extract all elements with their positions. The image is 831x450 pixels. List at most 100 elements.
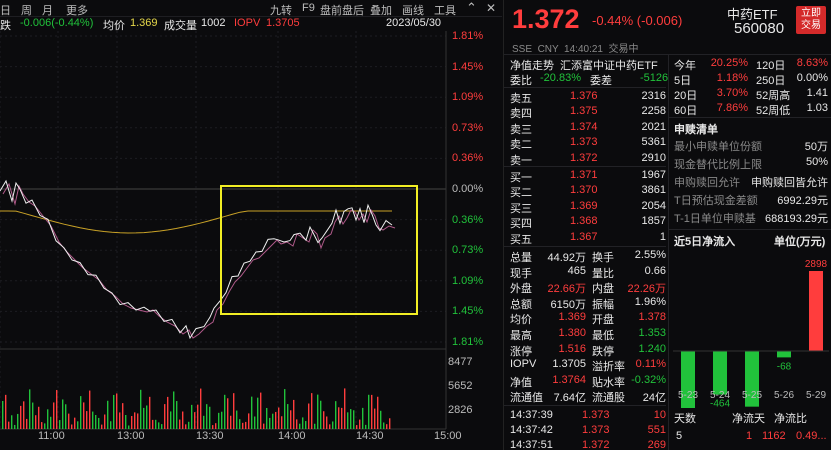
stat-row: 净值 1.3764 贴水率 -0.32% bbox=[510, 373, 666, 389]
security-name: 中药ETF bbox=[727, 7, 778, 22]
volume-bar bbox=[263, 423, 265, 429]
volume-bar bbox=[131, 416, 133, 429]
volume-bar bbox=[164, 404, 166, 429]
volume-bar bbox=[59, 420, 61, 429]
volume-bar bbox=[230, 415, 232, 429]
volume-bar bbox=[200, 388, 202, 429]
volume-bar bbox=[176, 401, 178, 429]
volume-bar bbox=[194, 412, 196, 429]
volume-bars bbox=[2, 388, 391, 429]
chart-date: 2023/05/30 bbox=[386, 17, 442, 29]
last-price: 1.372 bbox=[512, 4, 580, 34]
volume-bar bbox=[89, 390, 91, 429]
volume-bar bbox=[320, 400, 322, 429]
volume-value: 1002 bbox=[201, 17, 226, 29]
stat-row: 涨停 1.516 跌停 1.240 bbox=[510, 342, 666, 358]
volume-bar bbox=[257, 397, 259, 429]
volume-axis-label: 8477 bbox=[448, 356, 473, 368]
order-book-row[interactable]: 买五 1.367 1 bbox=[510, 230, 666, 246]
intraday-chart[interactable] bbox=[0, 31, 502, 450]
volume-bar bbox=[137, 413, 139, 429]
tab-draw[interactable]: 画线 bbox=[402, 5, 424, 17]
tab-day[interactable]: 日 bbox=[0, 5, 11, 17]
volume-bar bbox=[8, 421, 10, 429]
volume-bar bbox=[359, 419, 361, 429]
chart-tab-bar: 日 周 月 更多 九转 F9 盘前盘后 叠加 画线 工具 ⌃ ✕ bbox=[0, 0, 502, 17]
volume-bar bbox=[209, 406, 211, 429]
volume-bar bbox=[203, 415, 205, 429]
sg-row: 申购赎回允许 申购赎回皆允许 bbox=[674, 177, 828, 189]
volume-bar bbox=[29, 389, 31, 429]
tab-month[interactable]: 月 bbox=[42, 5, 53, 17]
volume-bar bbox=[332, 421, 334, 429]
fund-row[interactable]: 净值走势 汇添富中证中药ETF bbox=[510, 60, 658, 72]
collapse-icon[interactable]: ⌃ bbox=[466, 0, 477, 15]
tab-premarket[interactable]: 盘前盘后 bbox=[320, 5, 364, 17]
flow-table-cell: 1 bbox=[746, 430, 753, 442]
volume-bar bbox=[329, 424, 331, 429]
trade-now-button[interactable]: 立即 交易 bbox=[796, 6, 826, 34]
tab-f9[interactable]: F9 bbox=[302, 2, 315, 14]
flow-date-label: 5-26 bbox=[774, 390, 794, 401]
volume-bar bbox=[44, 423, 46, 429]
volume-bar bbox=[254, 416, 256, 429]
volume-bar bbox=[11, 415, 13, 429]
exchange-status: SSE CNY 14:40:21 交易中 bbox=[512, 44, 639, 55]
change-value: -0.006(-0.44%) bbox=[20, 17, 94, 29]
volume-bar bbox=[101, 424, 103, 429]
flow-table-cell: 0.49... bbox=[796, 430, 827, 442]
tab-more[interactable]: 更多 bbox=[66, 5, 88, 17]
volume-bar bbox=[68, 413, 70, 429]
period-row: 60日 7.86% 52周低 1.03 bbox=[674, 102, 828, 117]
volume-bar bbox=[389, 418, 391, 429]
volume-bar bbox=[377, 396, 379, 429]
price-axis-label: 1.45% bbox=[452, 305, 484, 318]
volume-bar bbox=[53, 402, 55, 429]
stat-row: IOPV 1.3705 溢折率 0.11% bbox=[510, 358, 666, 374]
volume-bar bbox=[80, 396, 82, 429]
order-book-row[interactable]: 买二 1.370 3861 bbox=[510, 184, 666, 200]
volume-bar bbox=[35, 415, 37, 429]
volume-bar bbox=[143, 407, 145, 429]
volume-bar bbox=[308, 403, 310, 429]
volume-bar bbox=[314, 423, 316, 429]
stat-row: 最高 1.380 最低 1.353 bbox=[510, 327, 666, 342]
tab-jiuzhuan[interactable]: 九转 bbox=[270, 5, 292, 17]
stat-row: 总额 6150万 振幅 1.96% bbox=[510, 295, 666, 311]
order-book-row[interactable]: 卖一 1.372 2910 bbox=[510, 151, 666, 167]
order-book-row[interactable]: 买四 1.368 1857 bbox=[510, 215, 666, 231]
period-row: 今年 20.25% 120日 8.63% bbox=[674, 57, 828, 72]
volume-bar bbox=[362, 407, 364, 429]
volume-bar bbox=[344, 388, 346, 429]
order-book-row[interactable]: 卖五 1.376 2316 bbox=[510, 90, 666, 105]
volume-bar bbox=[23, 401, 25, 429]
volume-bar bbox=[386, 424, 388, 429]
flow-bar bbox=[809, 271, 823, 351]
price-axis-label: 1.45% bbox=[452, 60, 484, 73]
volume-bar bbox=[296, 419, 298, 429]
volume-bar bbox=[182, 411, 184, 429]
volume-bar bbox=[239, 419, 241, 429]
volume-bar bbox=[293, 399, 295, 429]
volume-bar bbox=[215, 423, 217, 429]
tab-tools[interactable]: 工具 bbox=[434, 5, 456, 17]
volume-bar bbox=[107, 400, 109, 429]
volume-bar bbox=[206, 404, 208, 429]
close-icon[interactable]: ✕ bbox=[486, 1, 497, 15]
tab-week[interactable]: 周 bbox=[21, 5, 32, 17]
volume-bar bbox=[134, 412, 136, 429]
order-book-row[interactable]: 卖四 1.375 2258 bbox=[510, 105, 666, 121]
volume-bar bbox=[128, 425, 130, 429]
volume-bar bbox=[5, 394, 7, 429]
tab-overlay[interactable]: 叠加 bbox=[370, 5, 392, 17]
order-book-row[interactable]: 买三 1.369 2054 bbox=[510, 199, 666, 215]
order-book-row[interactable]: 卖三 1.374 2021 bbox=[510, 120, 666, 136]
order-book-row[interactable]: 卖二 1.373 5361 bbox=[510, 136, 666, 152]
flow-table-header: 天数 bbox=[674, 413, 696, 425]
price-change: -0.44% (-0.006) bbox=[592, 13, 683, 28]
volume-bar bbox=[341, 407, 343, 429]
order-book-row[interactable]: 买一 1.371 1967 bbox=[510, 169, 666, 184]
volume-bar bbox=[86, 411, 88, 429]
time-axis: 11:00 13:00 13:30 14:00 14:30 15:00 bbox=[0, 428, 502, 446]
volume-bar bbox=[41, 422, 43, 429]
